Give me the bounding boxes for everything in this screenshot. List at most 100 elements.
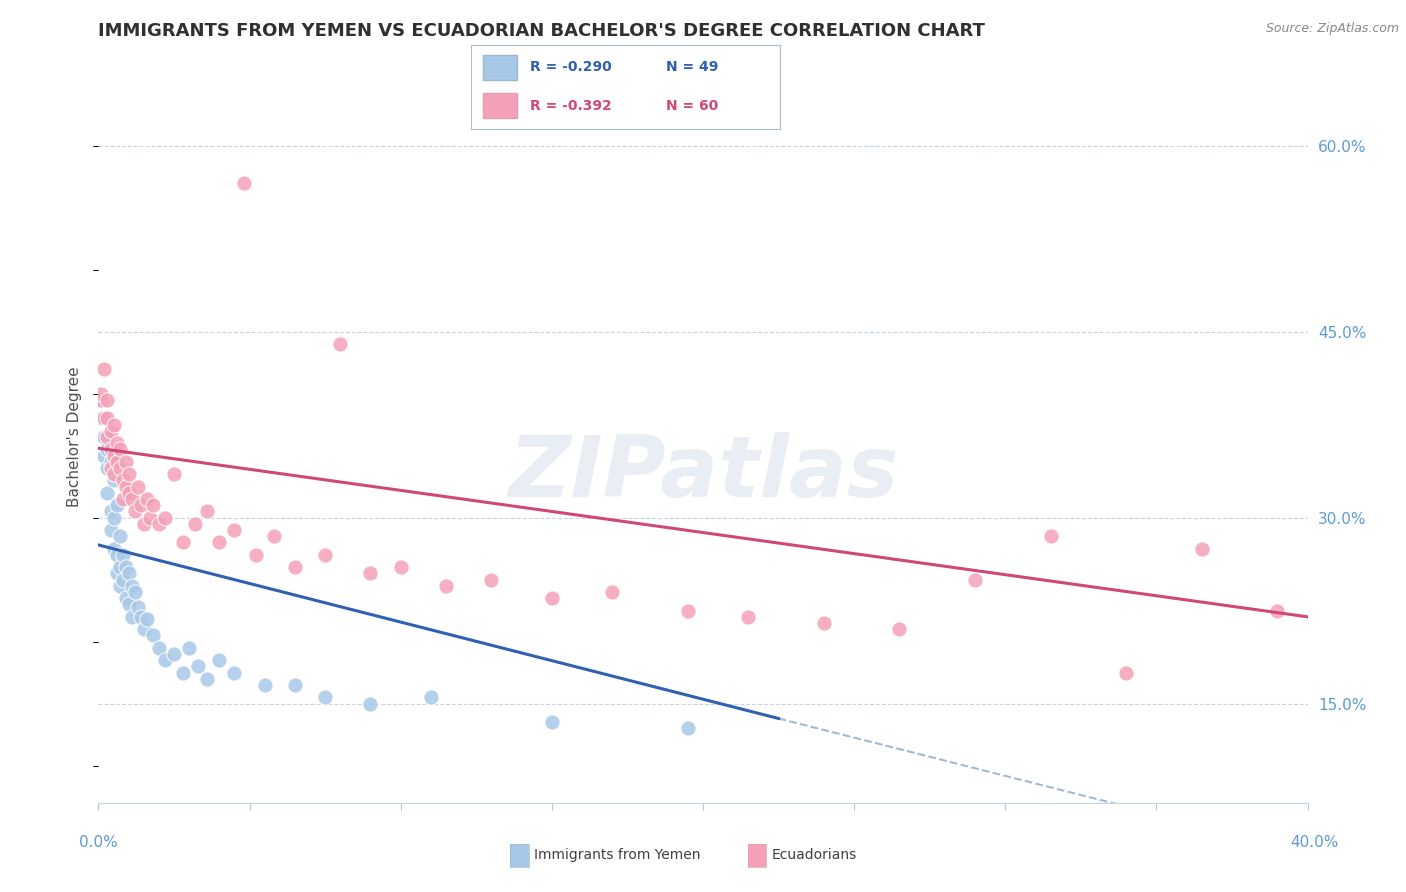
Point	[111, 548, 134, 562]
Point	[100, 504, 122, 518]
Point	[105, 436, 128, 450]
Point	[90, 411, 112, 425]
Point	[108, 529, 131, 543]
Point	[100, 424, 122, 438]
FancyBboxPatch shape	[484, 54, 517, 80]
Point	[1115, 665, 1137, 680]
Point	[676, 722, 699, 736]
Point	[172, 535, 194, 549]
Point	[314, 690, 336, 705]
Point	[889, 622, 911, 636]
Text: R = -0.392: R = -0.392	[530, 99, 612, 112]
Text: N = 49: N = 49	[666, 61, 718, 74]
Point	[434, 579, 457, 593]
Point	[93, 430, 115, 444]
Point	[737, 610, 759, 624]
Text: Immigrants from Yemen: Immigrants from Yemen	[534, 848, 700, 863]
Point	[111, 474, 134, 488]
Point	[135, 491, 157, 506]
Point	[96, 392, 118, 407]
Point	[135, 612, 157, 626]
Point	[118, 598, 141, 612]
Point	[208, 535, 231, 549]
Point	[129, 498, 152, 512]
Point	[602, 585, 624, 599]
Y-axis label: Bachelor's Degree: Bachelor's Degree	[67, 367, 83, 508]
Point	[360, 566, 382, 581]
Point	[96, 411, 118, 425]
Point	[163, 647, 186, 661]
Point	[389, 560, 412, 574]
Point	[90, 392, 112, 407]
Point	[284, 678, 307, 692]
Point	[105, 498, 128, 512]
Text: N = 60: N = 60	[666, 99, 718, 112]
Point	[90, 386, 112, 401]
Point	[114, 591, 136, 606]
Point	[105, 548, 128, 562]
Point	[121, 491, 143, 506]
Point	[179, 640, 201, 655]
Point	[232, 176, 254, 190]
Point	[153, 653, 176, 667]
Point	[103, 510, 125, 524]
Point	[1191, 541, 1213, 556]
Point	[108, 442, 131, 457]
Point	[103, 467, 125, 482]
Point	[129, 610, 152, 624]
Point	[96, 486, 118, 500]
Text: Source: ZipAtlas.com: Source: ZipAtlas.com	[1265, 22, 1399, 36]
Point	[100, 523, 122, 537]
Point	[93, 449, 115, 463]
Point	[965, 573, 987, 587]
Point	[127, 599, 149, 614]
Point	[100, 455, 122, 469]
Point	[132, 622, 155, 636]
Point	[118, 467, 141, 482]
Point	[139, 510, 162, 524]
Point	[108, 579, 131, 593]
Point	[195, 672, 218, 686]
Point	[114, 455, 136, 469]
Point	[124, 585, 146, 599]
Point	[148, 640, 170, 655]
Text: R = -0.290: R = -0.290	[530, 61, 612, 74]
Text: Ecuadorians: Ecuadorians	[772, 848, 858, 863]
Point	[114, 480, 136, 494]
Point	[103, 474, 125, 488]
Point	[813, 615, 835, 630]
Point	[118, 566, 141, 581]
Point	[540, 715, 562, 730]
Point	[132, 516, 155, 531]
Text: 0.0%: 0.0%	[79, 836, 118, 850]
Point	[163, 467, 186, 482]
Point	[360, 697, 382, 711]
Point	[121, 579, 143, 593]
Point	[142, 628, 165, 642]
Point	[100, 442, 122, 457]
Point	[90, 392, 112, 407]
Point	[114, 560, 136, 574]
Point	[105, 455, 128, 469]
Point	[1039, 529, 1062, 543]
Point	[481, 573, 503, 587]
Text: IMMIGRANTS FROM YEMEN VS ECUADORIAN BACHELOR'S DEGREE CORRELATION CHART: IMMIGRANTS FROM YEMEN VS ECUADORIAN BACH…	[98, 22, 986, 40]
Point	[103, 541, 125, 556]
Point	[676, 604, 699, 618]
Point	[420, 690, 443, 705]
Point	[314, 548, 336, 562]
FancyBboxPatch shape	[484, 93, 517, 119]
Point	[153, 510, 176, 524]
Point	[245, 548, 267, 562]
Point	[148, 516, 170, 531]
Point	[1267, 604, 1289, 618]
Point	[103, 449, 125, 463]
Point	[93, 411, 115, 425]
Point	[96, 461, 118, 475]
Point	[253, 678, 276, 692]
Point	[224, 523, 246, 537]
Point	[329, 337, 352, 351]
Point	[184, 516, 207, 531]
Point	[208, 653, 231, 667]
Text: ZIPatlas: ZIPatlas	[508, 432, 898, 516]
